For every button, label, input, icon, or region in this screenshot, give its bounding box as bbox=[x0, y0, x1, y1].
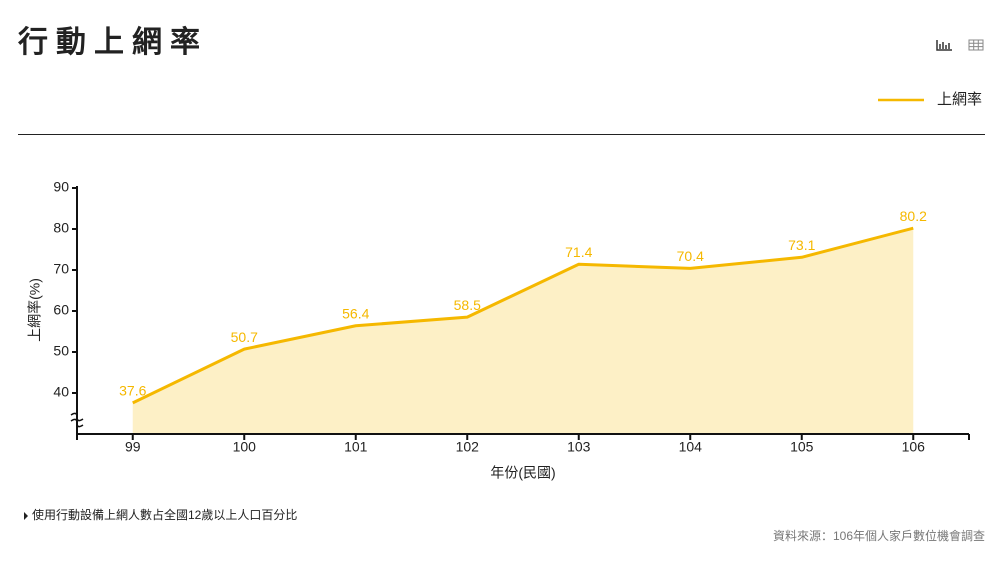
y-tick-label: 40 bbox=[53, 384, 69, 400]
page-title: 行動上網率 bbox=[17, 25, 208, 59]
data-label: 56.4 bbox=[342, 305, 369, 321]
x-tick-label: 105 bbox=[790, 439, 814, 455]
x-tick-label: 101 bbox=[344, 439, 368, 455]
y-tick-label: 60 bbox=[53, 302, 69, 318]
chart-view-button[interactable] bbox=[935, 38, 953, 52]
y-tick-label: 50 bbox=[53, 343, 69, 359]
y-tick-label: 80 bbox=[53, 220, 69, 236]
x-tick-label: 104 bbox=[679, 439, 703, 455]
data-label: 58.5 bbox=[454, 297, 481, 313]
area bbox=[132, 228, 914, 434]
data-label: 80.2 bbox=[900, 208, 927, 224]
y-tick-label: 90 bbox=[53, 179, 69, 195]
x-tick-label: 103 bbox=[567, 439, 591, 455]
plot: 37.6 50.7 56.4 58.5 71.4 70.4 73.1 80.2 40 50 60 70… bbox=[53, 179, 970, 455]
axis-break bbox=[70, 412, 84, 428]
legend-label: 上網率 bbox=[937, 91, 982, 108]
table-icon bbox=[968, 39, 984, 51]
x-axis-title: 年份(民國) bbox=[490, 465, 555, 481]
data-label: 50.7 bbox=[231, 329, 258, 345]
data-label: 71.4 bbox=[565, 244, 592, 260]
table-view-button[interactable] bbox=[968, 39, 984, 51]
data-label: 70.4 bbox=[677, 248, 704, 264]
x-tick-label: 99 bbox=[125, 439, 141, 455]
y-axis-title: 上網率(%) bbox=[27, 278, 43, 342]
x-tick-label: 102 bbox=[456, 439, 480, 455]
note-bullet bbox=[24, 512, 28, 520]
x-tick-label: 100 bbox=[233, 439, 257, 455]
data-label: 37.6 bbox=[119, 383, 146, 399]
chart-icon bbox=[936, 40, 952, 51]
y-tick-label: 70 bbox=[53, 261, 69, 277]
x-tick-label: 106 bbox=[902, 439, 926, 455]
data-label: 73.1 bbox=[788, 237, 815, 253]
source: 資料來源：106年個人家戶數位機會調查 bbox=[773, 528, 985, 543]
note: 使用行動設備上網人數占全國12歲以上人口百分比 bbox=[32, 507, 297, 522]
line bbox=[132, 226, 914, 405]
